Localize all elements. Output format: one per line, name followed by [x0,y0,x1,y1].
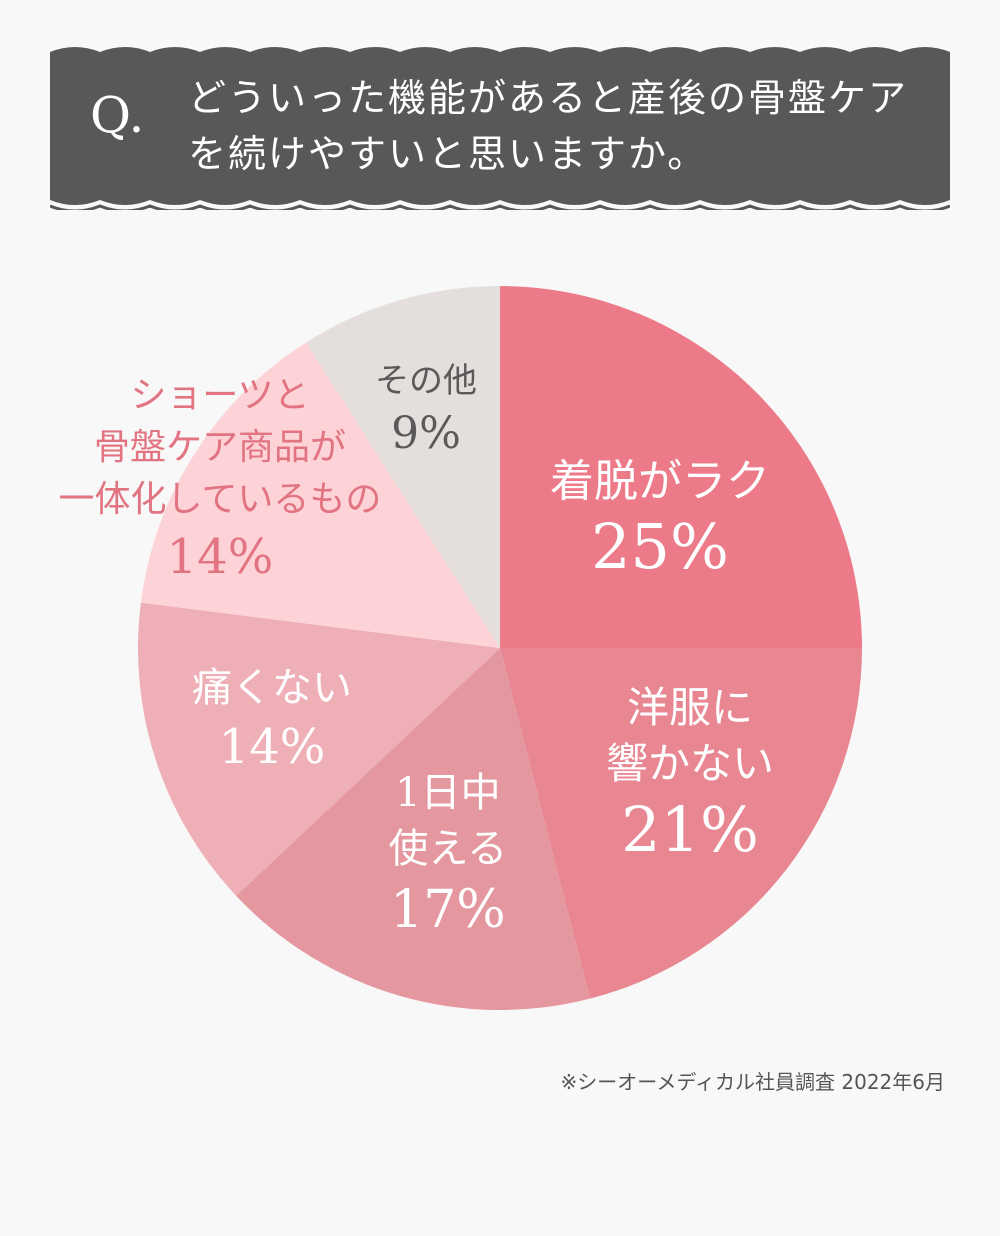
pie-slice [306,286,500,648]
slice-category: 痛くない [192,660,352,716]
slice-category-line: 1日中 [395,770,501,816]
slice-category-line: 一体化しているもの [58,479,382,520]
slice-label: 1日中 使える 17% [389,765,508,943]
slice-category-line: 着脱がラク [550,456,770,507]
slice-label: 着脱がラク 25% [550,455,770,585]
slice-category: その他 [375,357,477,405]
question-line: を続けやすいと思いますか。 [188,132,708,176]
q-mark: Q. [90,86,145,144]
slice-category-line: 洋服に [627,683,754,732]
slice-category-line: 響かない [606,739,775,788]
slice-value: 14% [218,719,326,775]
slice-label: その他 9% [375,357,477,463]
question-area: Q. どういった機能があると産後の骨盤ケア を続けやすいと思いますか。 [50,60,950,190]
slice-value: 9% [391,408,461,459]
slice-label: ショーツと 骨盤ケア商品が 一体化しているもの 14% [59,370,382,588]
pie-slice [500,648,862,999]
slice-category-line: 骨盤ケア商品が [93,427,346,468]
question-banner [50,47,950,210]
banner-wave-line [50,204,950,210]
slice-value: 17% [390,880,506,940]
pie-slice [236,648,591,1010]
question-text: どういった機能があると産後の骨盤ケア を続けやすいと思いますか。 [188,70,928,182]
pie-slice [500,286,862,648]
slice-category: ショーツと骨盤ケア商品が 一体化しているもの [59,370,382,526]
slice-value: 14% [166,529,274,585]
slice-value: 25% [591,510,729,583]
pie-slice [140,342,500,648]
banner-shape [50,47,950,205]
slice-category-line: 使える [388,826,508,872]
slice-category: 洋服に 響かない [606,680,774,792]
slice-category-line: ショーツと [130,375,310,416]
question-line: どういった機能があると産後の骨盤ケア [188,76,909,120]
slice-category-line: その他 [375,361,477,401]
slice-label: 痛くない 14% [192,660,352,778]
slice-label: 洋服に 響かない 21% [606,680,774,868]
slice-category: 着脱がラク [550,455,770,509]
slice-category-line: 痛くない [192,665,352,711]
source-note: ※シーオーメディカル社員調査 2022年6月 [560,1070,945,1094]
slice-category: 1日中使える [389,765,508,877]
slice-value: 21% [621,793,759,866]
pie-slice [138,602,501,896]
